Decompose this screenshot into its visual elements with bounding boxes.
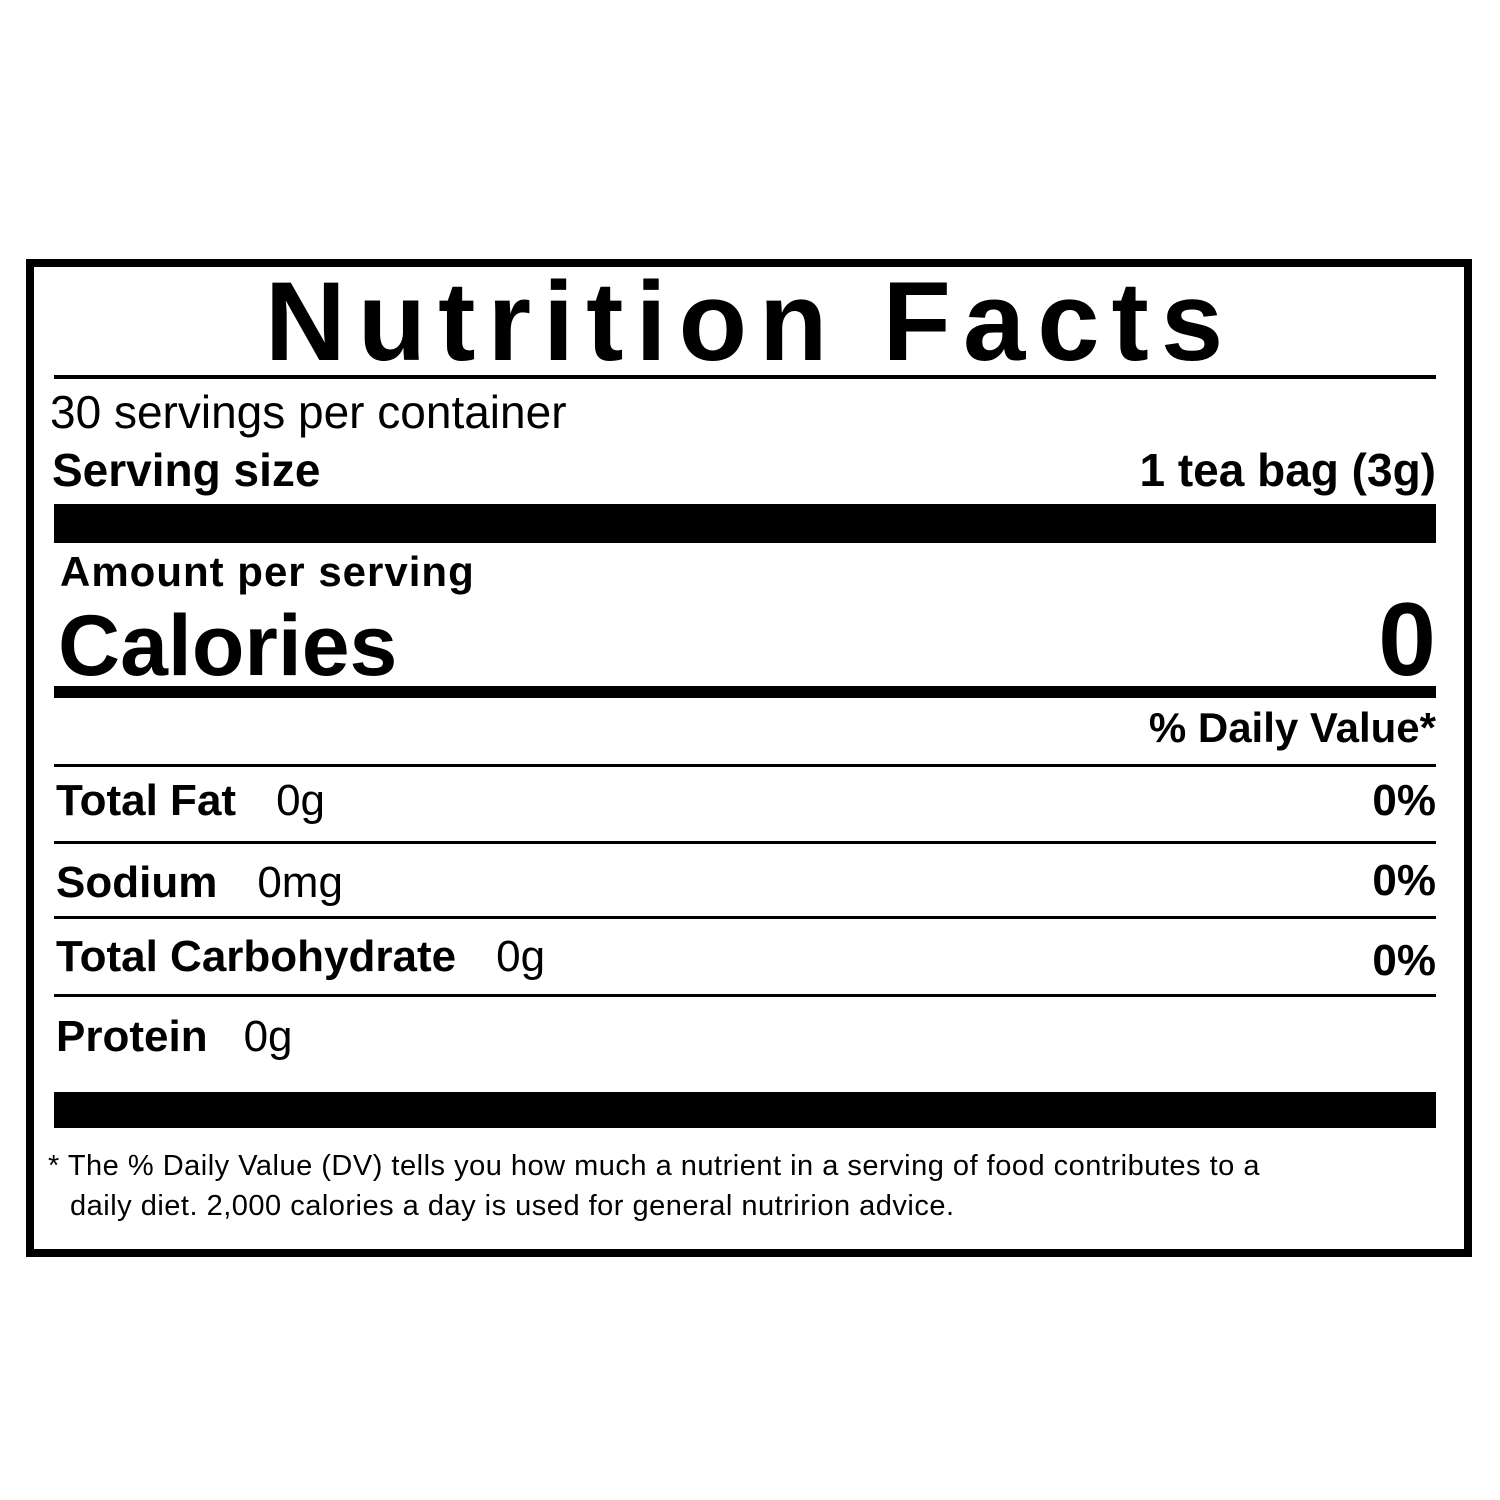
divider bbox=[54, 994, 1436, 997]
divider bbox=[54, 841, 1436, 844]
nutrient-row-total-carbohydrate: Total Carbohydrate 0g bbox=[56, 932, 545, 982]
medium-divider bbox=[54, 686, 1436, 698]
calories-value: 0 bbox=[1378, 582, 1436, 698]
nutrient-amount: 0g bbox=[496, 932, 546, 981]
serving-size-value: 1 tea bag (3g) bbox=[1139, 444, 1436, 496]
nutrient-name: Protein bbox=[56, 1012, 208, 1061]
nutrient-row-protein: Protein 0g bbox=[56, 1012, 293, 1062]
nutrient-dv: 0% bbox=[1372, 776, 1436, 825]
servings-per-container: 30 servings per container bbox=[50, 386, 567, 438]
footnote: * The % Daily Value (DV) tells you how m… bbox=[48, 1146, 1260, 1226]
daily-value-header: % Daily Value* bbox=[1148, 704, 1436, 751]
footnote-line-1: * The % Daily Value (DV) tells you how m… bbox=[48, 1150, 1260, 1182]
label-title: Nutrition Facts bbox=[264, 259, 1236, 384]
footnote-line-2: daily diet. 2,000 calories a day is used… bbox=[70, 1190, 955, 1222]
calories-label: Calories bbox=[58, 598, 398, 694]
nutrient-name: Total Fat bbox=[56, 776, 237, 825]
divider bbox=[54, 375, 1436, 379]
nutrient-row-sodium: Sodium 0mg bbox=[56, 858, 343, 908]
divider bbox=[54, 764, 1436, 767]
divider bbox=[54, 916, 1436, 919]
serving-size-label: Serving size bbox=[52, 444, 321, 496]
nutrient-row-total-fat: Total Fat 0g bbox=[56, 776, 325, 826]
nutrient-dv: 0% bbox=[1372, 856, 1436, 905]
nutrient-amount: 0g bbox=[243, 1012, 293, 1061]
label-border bbox=[26, 259, 1472, 1257]
nutrient-amount: 0mg bbox=[257, 858, 343, 907]
nutrient-name: Total Carbohydrate bbox=[56, 932, 457, 981]
nutrient-name: Sodium bbox=[56, 858, 218, 907]
nutrient-dv: 0% bbox=[1372, 936, 1436, 985]
thick-divider bbox=[54, 1092, 1436, 1128]
amount-per-serving: Amount per serving bbox=[60, 548, 475, 595]
thick-divider bbox=[54, 504, 1436, 543]
nutrient-amount: 0g bbox=[276, 776, 326, 825]
